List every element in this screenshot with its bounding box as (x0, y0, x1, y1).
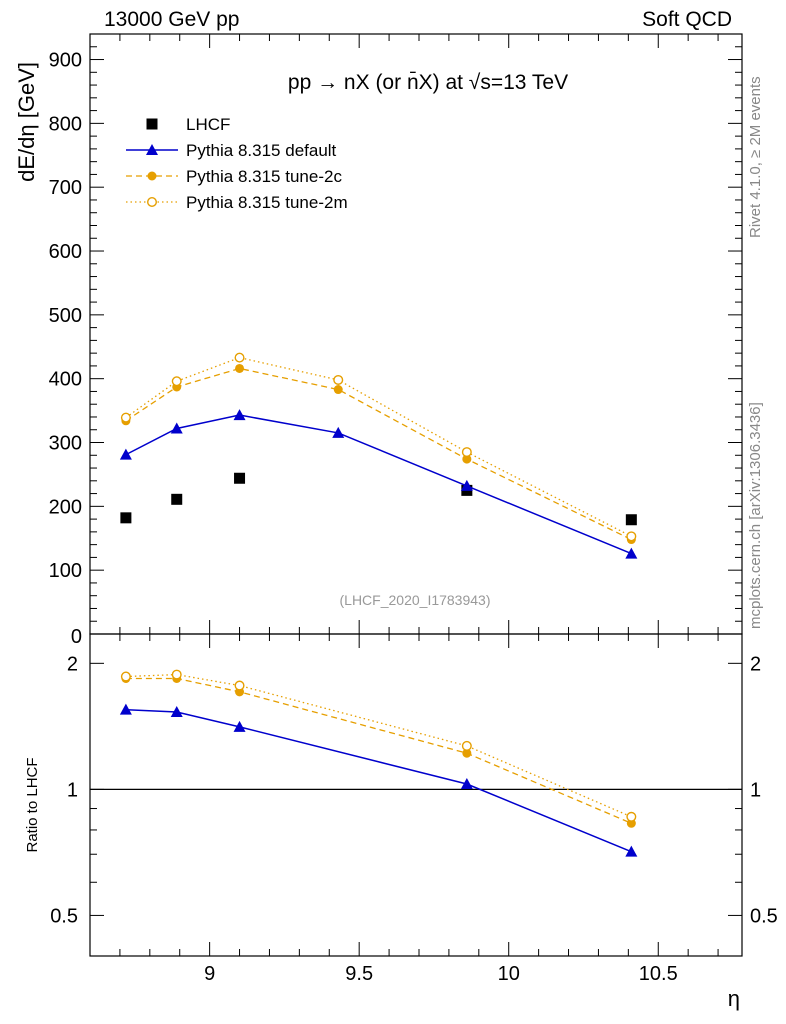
main-point-default-3 (332, 426, 345, 438)
main-point-default-4 (460, 479, 473, 491)
ratio-point-default-0 (119, 703, 132, 715)
ratio-point-tune2m-3 (461, 740, 472, 751)
ratio-x-tick-label: 10 (498, 963, 520, 985)
ratio-point-tune2m-2 (234, 680, 245, 691)
main-point-data-5 (625, 514, 637, 526)
main-point-tune2m-0 (120, 412, 131, 423)
main-y-tick-label: 700 (49, 177, 82, 199)
legend-label-data: LHCF (186, 115, 230, 134)
ratio-y-tick-label-right: 1 (750, 779, 761, 801)
main-point-data-0 (120, 512, 132, 524)
main-y-tick-label-zero: 0 (71, 626, 82, 648)
legend-marker-tune2c (147, 171, 157, 181)
main-point-tune2c-3 (333, 385, 343, 395)
main-series-line-tune2m (125, 356, 632, 537)
ratio-x-tick-label: 10.5 (639, 963, 678, 985)
ratio-x-tick-label: 9.5 (345, 963, 373, 985)
legend-label-tune2c: Pythia 8.315 tune-2c (186, 167, 342, 186)
analysis-id-watermark: (LHCF_2020_I1783943) (340, 592, 491, 608)
legend-marker-data (146, 118, 158, 130)
ratio-series-line-tune2c (125, 677, 632, 824)
legend-marker-default (146, 144, 158, 155)
main-y-tick-label: 100 (49, 560, 82, 582)
ratio-point-tune2m-1 (171, 669, 182, 680)
ratio-y-tick-label-left: 0.5 (50, 905, 78, 927)
ratio-y-tick-label-right: 0.5 (750, 905, 778, 927)
ratio-y-tick-label-left: 1 (67, 779, 78, 801)
main-series-line-tune2c (125, 367, 632, 541)
main-point-default-2 (233, 409, 246, 421)
main-point-tune2c-2 (235, 363, 245, 373)
main-y-tick-label: 200 (49, 496, 82, 518)
main-point-data-1 (171, 493, 183, 505)
header-right-label: Soft QCD (642, 8, 732, 31)
main-y-tick-label: 800 (49, 113, 82, 135)
ratio-point-default-1 (170, 706, 183, 718)
main-y-tick-label: 600 (49, 241, 82, 263)
main-panel: 100 200 300 400 500 600 700 800 900 0 dE/dη [GeV] p… (14, 33, 743, 648)
legend-marker-tune2m (146, 196, 157, 207)
ratio-point-default-2 (233, 720, 246, 732)
main-point-default-1 (170, 422, 183, 434)
main-y-axis-title: dE/dη [GeV] (14, 62, 39, 182)
ratio-point-default-4 (625, 845, 638, 857)
main-point-default-5 (625, 547, 638, 559)
ratio-y-tick-label-right: 2 (750, 653, 761, 675)
chart-title: pp → nX (or n̄X) at √s=13 TeV (288, 71, 568, 94)
ratio-y-tick-label-left: 2 (67, 653, 78, 675)
main-point-tune2m-1 (171, 376, 182, 387)
main-y-tick-label: 900 (49, 50, 82, 72)
legend-label-default: Pythia 8.315 default (186, 141, 337, 160)
ratio-point-tune2c-3 (462, 748, 472, 758)
main-y-tick-label: 300 (49, 433, 82, 455)
legend-label-tune2m: Pythia 8.315 tune-2m (186, 193, 348, 212)
main-point-tune2m-4 (461, 447, 472, 458)
ratio-panel-frame (89, 633, 743, 957)
ratio-point-default-3 (460, 777, 473, 789)
ratio-x-tick-label: 9 (204, 963, 215, 985)
ratio-series-line-tune2m (125, 673, 632, 818)
ratio-point-tune2m-4 (626, 811, 637, 822)
ratio-series-line-default (125, 708, 632, 853)
main-point-tune2c-4 (462, 454, 472, 464)
x-axis-title: η (728, 986, 740, 1011)
ratio-point-tune2m-0 (120, 671, 131, 682)
main-point-tune2m-3 (333, 374, 344, 385)
ratio-panel: 0.5 0.5 1 1 2 2 9 9.5 10 10.5 Ratio to LHCF η (24, 633, 778, 1011)
header-left-label: 13000 GeV pp (104, 8, 240, 31)
main-point-default-0 (119, 448, 132, 460)
main-y-tick-label: 400 (49, 369, 82, 391)
main-point-tune2m-2 (234, 352, 245, 363)
ratio-y-axis-title: Ratio to LHCF (24, 757, 41, 852)
main-point-tune2m-5 (626, 531, 637, 542)
main-y-tick-label: 500 (49, 305, 82, 327)
main-point-data-2 (234, 472, 246, 484)
main-series-line-default (125, 414, 632, 555)
